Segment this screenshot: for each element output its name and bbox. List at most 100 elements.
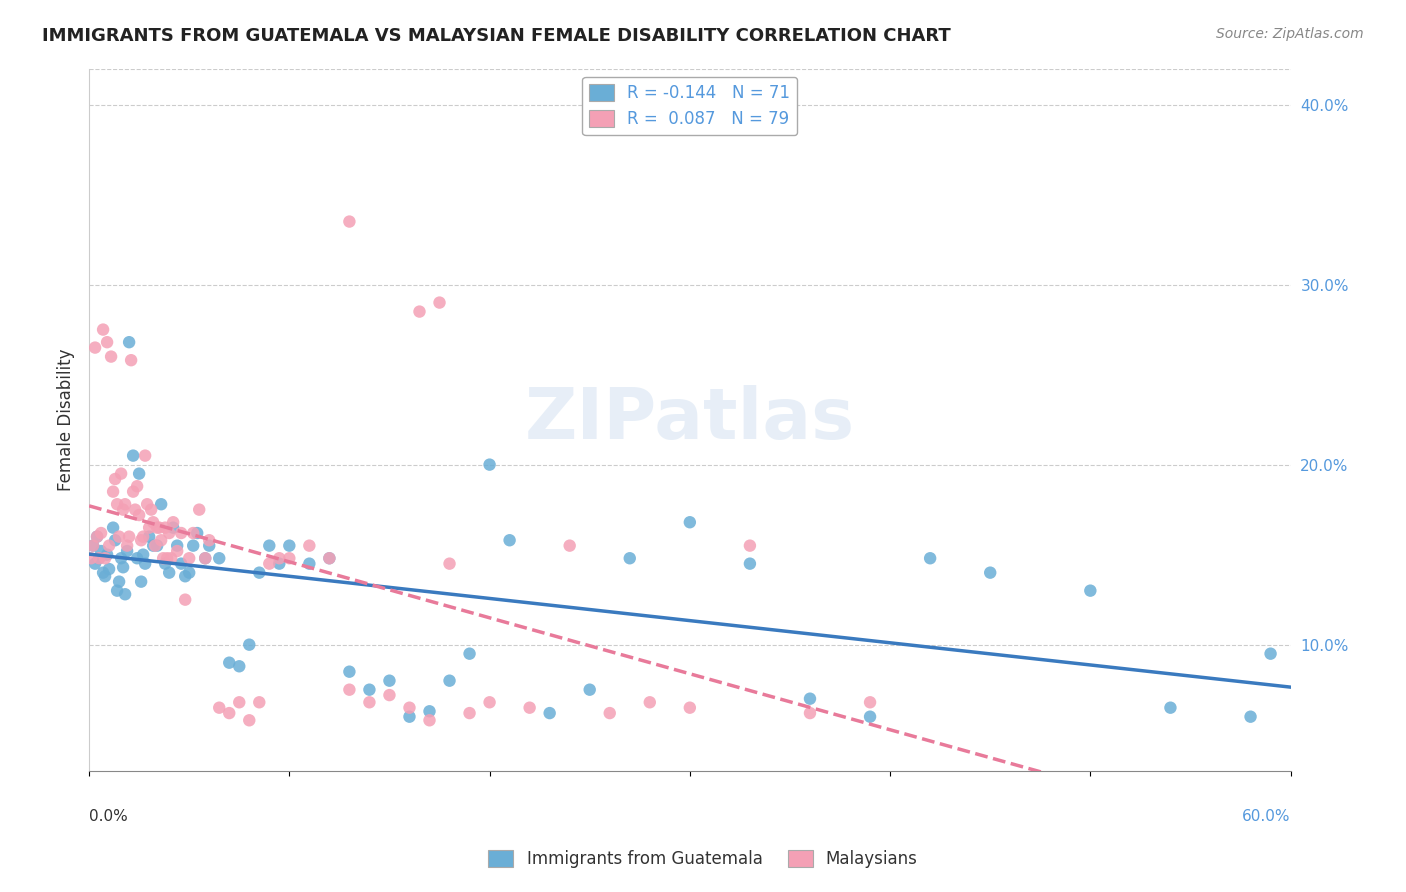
Point bbox=[138, 530, 160, 544]
Point bbox=[101, 521, 124, 535]
Point bbox=[94, 569, 117, 583]
Point bbox=[186, 526, 208, 541]
Point bbox=[142, 515, 165, 529]
Point bbox=[398, 709, 420, 723]
Point bbox=[98, 562, 121, 576]
Point bbox=[538, 706, 561, 720]
Point bbox=[208, 551, 231, 566]
Text: 60.0%: 60.0% bbox=[1241, 809, 1291, 824]
Point bbox=[166, 539, 188, 553]
Point bbox=[859, 709, 882, 723]
Point bbox=[157, 526, 180, 541]
Point bbox=[339, 682, 361, 697]
Point bbox=[104, 533, 127, 548]
Point bbox=[859, 695, 882, 709]
Point bbox=[259, 557, 281, 571]
Point bbox=[162, 515, 184, 529]
Point bbox=[498, 533, 520, 548]
Point bbox=[247, 695, 270, 709]
Point bbox=[181, 526, 204, 541]
Point bbox=[278, 539, 301, 553]
Text: Source: ZipAtlas.com: Source: ZipAtlas.com bbox=[1216, 27, 1364, 41]
Point bbox=[160, 551, 183, 566]
Point bbox=[146, 521, 169, 535]
Point bbox=[98, 539, 121, 553]
Point bbox=[218, 656, 240, 670]
Point bbox=[181, 539, 204, 553]
Point bbox=[398, 700, 420, 714]
Point bbox=[91, 322, 114, 336]
Point bbox=[1260, 647, 1282, 661]
Point bbox=[920, 551, 942, 566]
Point bbox=[96, 335, 118, 350]
Point bbox=[269, 557, 291, 571]
Point bbox=[458, 647, 481, 661]
Point bbox=[194, 551, 217, 566]
Point bbox=[429, 295, 451, 310]
Point bbox=[90, 544, 112, 558]
Point bbox=[679, 700, 702, 714]
Point bbox=[278, 551, 301, 566]
Point bbox=[143, 539, 166, 553]
Point bbox=[148, 521, 170, 535]
Legend: R = -0.144   N = 71, R =  0.087   N = 79: R = -0.144 N = 71, R = 0.087 N = 79 bbox=[582, 77, 797, 135]
Point bbox=[124, 502, 146, 516]
Point bbox=[478, 695, 501, 709]
Point bbox=[979, 566, 1001, 580]
Point bbox=[105, 583, 128, 598]
Point bbox=[738, 539, 761, 553]
Point bbox=[198, 539, 221, 553]
Text: ZIPatlas: ZIPatlas bbox=[524, 385, 855, 454]
Point bbox=[80, 551, 103, 566]
Point bbox=[122, 449, 145, 463]
Point bbox=[115, 539, 138, 553]
Point bbox=[84, 557, 107, 571]
Point bbox=[194, 551, 217, 566]
Point bbox=[228, 695, 250, 709]
Point bbox=[439, 673, 461, 688]
Point bbox=[166, 544, 188, 558]
Point bbox=[141, 502, 163, 516]
Point bbox=[599, 706, 621, 720]
Point bbox=[179, 551, 201, 566]
Point bbox=[115, 544, 138, 558]
Point bbox=[259, 539, 281, 553]
Point bbox=[174, 592, 197, 607]
Point bbox=[87, 551, 110, 566]
Point bbox=[679, 515, 702, 529]
Point bbox=[156, 551, 179, 566]
Point bbox=[87, 551, 110, 566]
Point bbox=[298, 539, 321, 553]
Point bbox=[110, 467, 132, 481]
Point bbox=[170, 557, 193, 571]
Point bbox=[134, 557, 156, 571]
Point bbox=[1239, 709, 1261, 723]
Point bbox=[132, 530, 155, 544]
Point bbox=[118, 530, 141, 544]
Point bbox=[86, 530, 108, 544]
Point bbox=[138, 521, 160, 535]
Point bbox=[799, 706, 821, 720]
Point bbox=[100, 350, 122, 364]
Point bbox=[96, 548, 118, 562]
Point bbox=[114, 587, 136, 601]
Point bbox=[247, 566, 270, 580]
Point bbox=[157, 566, 180, 580]
Point bbox=[129, 533, 152, 548]
Point bbox=[122, 484, 145, 499]
Y-axis label: Female Disability: Female Disability bbox=[58, 349, 75, 491]
Point bbox=[188, 502, 211, 516]
Point bbox=[578, 682, 600, 697]
Point bbox=[101, 484, 124, 499]
Point bbox=[170, 526, 193, 541]
Point bbox=[108, 530, 131, 544]
Point bbox=[738, 557, 761, 571]
Point bbox=[114, 497, 136, 511]
Point bbox=[228, 659, 250, 673]
Point bbox=[439, 557, 461, 571]
Point bbox=[418, 704, 440, 718]
Point bbox=[136, 497, 159, 511]
Text: 0.0%: 0.0% bbox=[89, 809, 128, 824]
Point bbox=[408, 304, 430, 318]
Point bbox=[208, 700, 231, 714]
